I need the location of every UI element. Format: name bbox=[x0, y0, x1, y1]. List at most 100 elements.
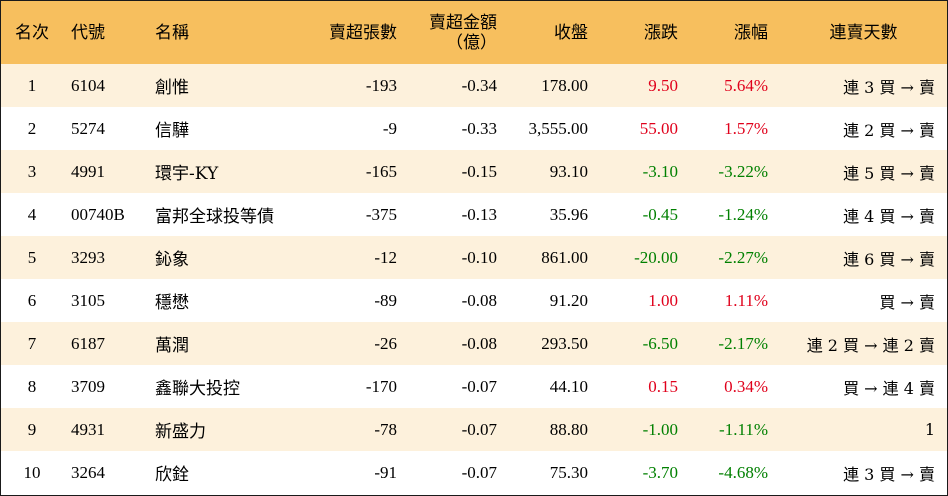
table-row[interactable]: 7 6187 萬潤 -26 -0.08 293.50 -6.50 -2.17% … bbox=[1, 322, 947, 365]
cell-rank: 5 bbox=[27, 247, 37, 267]
cell-streak: 1 bbox=[924, 420, 935, 439]
cell-change-pct: -1.11% bbox=[719, 419, 768, 439]
header-net-sell-amount[interactable]: 賣超金額 （億） bbox=[409, 1, 509, 64]
cell-rank: 3 bbox=[27, 161, 37, 181]
header-close[interactable]: 收盤 bbox=[554, 22, 588, 43]
header-net-sell-lots[interactable]: 賣超張數 bbox=[329, 22, 397, 43]
cell-close: 75.30 bbox=[549, 462, 588, 482]
header-code[interactable]: 代號 bbox=[71, 22, 105, 43]
table-row[interactable]: 10 3264 欣銓 -91 -0.07 75.30 -3.70 -4.68% … bbox=[1, 451, 947, 494]
cell-code[interactable]: 3709 bbox=[71, 376, 105, 396]
cell-change: -20.00 bbox=[634, 247, 678, 267]
cell-code[interactable]: 4931 bbox=[71, 419, 105, 439]
table-row[interactable]: 1 6104 創惟 -193 -0.34 178.00 9.50 5.64% 連… bbox=[1, 64, 947, 107]
cell-net-sell-lots: -9 bbox=[382, 118, 397, 138]
cell-code[interactable]: 6187 bbox=[71, 333, 105, 353]
cell-name[interactable]: 鑫聯大投控 bbox=[155, 379, 240, 399]
cell-change-pct: -2.17% bbox=[718, 333, 768, 353]
cell-change-pct: -3.22% bbox=[718, 161, 768, 181]
cell-rank: 6 bbox=[27, 290, 37, 310]
cell-net-sell-amount: -0.13 bbox=[461, 204, 497, 224]
cell-name[interactable]: 創惟 bbox=[155, 78, 189, 98]
cell-code[interactable]: 4991 bbox=[71, 161, 105, 181]
cell-name[interactable]: 萬潤 bbox=[155, 336, 189, 356]
table-row[interactable]: 8 3709 鑫聯大投控 -170 -0.07 44.10 0.15 0.34%… bbox=[1, 365, 947, 408]
cell-close: 178.00 bbox=[541, 75, 588, 95]
cell-streak: 連 5 買 → 賣 bbox=[843, 163, 935, 183]
cell-net-sell-amount: -0.33 bbox=[461, 118, 497, 138]
cell-net-sell-lots: -78 bbox=[374, 419, 397, 439]
cell-net-sell-amount: -0.07 bbox=[461, 462, 497, 482]
cell-name[interactable]: 穩懋 bbox=[155, 293, 189, 313]
header-streak[interactable]: 連賣天數 bbox=[829, 22, 898, 43]
cell-net-sell-lots: -89 bbox=[374, 290, 397, 310]
table-row[interactable]: 9 4931 新盛力 -78 -0.07 88.80 -1.00 -1.11% … bbox=[1, 408, 947, 451]
table-row[interactable]: 6 3105 穩懋 -89 -0.08 91.20 1.00 1.11% 買 →… bbox=[1, 279, 947, 322]
cell-rank: 4 bbox=[27, 204, 37, 224]
cell-change-pct: 1.57% bbox=[724, 118, 768, 138]
cell-net-sell-amount: -0.15 bbox=[461, 161, 497, 181]
cell-change: -3.70 bbox=[642, 462, 678, 482]
cell-change: 55.00 bbox=[639, 118, 678, 138]
header-change-pct[interactable]: 漲幅 bbox=[734, 22, 768, 43]
cell-rank: 7 bbox=[27, 333, 37, 353]
table-row[interactable]: 4 00740B 富邦全球投等債 -375 -0.13 35.96 -0.45 … bbox=[1, 193, 947, 236]
cell-net-sell-amount: -0.10 bbox=[461, 247, 497, 267]
cell-close: 44.10 bbox=[549, 376, 588, 396]
cell-net-sell-lots: -26 bbox=[374, 333, 397, 353]
cell-close: 861.00 bbox=[541, 247, 588, 267]
cell-close: 93.10 bbox=[549, 161, 588, 181]
cell-change-pct: 5.64% bbox=[724, 75, 768, 95]
cell-code[interactable]: 3105 bbox=[71, 290, 105, 310]
table-body: 1 6104 創惟 -193 -0.34 178.00 9.50 5.64% 連… bbox=[1, 64, 947, 494]
cell-rank: 2 bbox=[27, 118, 37, 138]
cell-streak: 買 → 賣 bbox=[879, 292, 935, 312]
cell-change: -3.10 bbox=[642, 161, 678, 181]
cell-code[interactable]: 5274 bbox=[71, 118, 105, 138]
cell-change: 0.15 bbox=[648, 376, 678, 396]
cell-net-sell-lots: -12 bbox=[374, 247, 397, 267]
cell-change: -6.50 bbox=[642, 333, 678, 353]
header-name[interactable]: 名稱 bbox=[155, 22, 189, 43]
cell-net-sell-amount: -0.08 bbox=[461, 333, 497, 353]
cell-close: 91.20 bbox=[549, 290, 588, 310]
cell-close: 35.96 bbox=[549, 204, 588, 224]
table-row[interactable]: 5 3293 鈊象 -12 -0.10 861.00 -20.00 -2.27%… bbox=[1, 236, 947, 279]
cell-rank: 8 bbox=[27, 376, 37, 396]
cell-net-sell-lots: -375 bbox=[365, 204, 397, 224]
cell-rank: 1 bbox=[27, 75, 37, 95]
header-net-sell-amount-line1: 賣超金額 bbox=[429, 12, 497, 33]
cell-net-sell-lots: -165 bbox=[365, 161, 397, 181]
cell-code[interactable]: 6104 bbox=[71, 75, 105, 95]
cell-streak: 連 4 買 → 賣 bbox=[843, 206, 935, 226]
header-change[interactable]: 漲跌 bbox=[644, 22, 678, 43]
cell-close: 3,555.00 bbox=[528, 118, 589, 138]
cell-code[interactable]: 3293 bbox=[71, 247, 105, 267]
cell-code[interactable]: 3264 bbox=[71, 462, 105, 482]
cell-name[interactable]: 新盛力 bbox=[155, 422, 206, 442]
cell-name[interactable]: 環宇-KY bbox=[155, 164, 219, 184]
cell-net-sell-lots: -91 bbox=[374, 462, 397, 482]
cell-change-pct: -2.27% bbox=[718, 247, 768, 267]
cell-change-pct: 0.34% bbox=[724, 376, 768, 396]
cell-change-pct: -1.24% bbox=[718, 204, 768, 224]
cell-name[interactable]: 鈊象 bbox=[155, 250, 189, 270]
cell-rank: 9 bbox=[27, 419, 37, 439]
cell-net-sell-amount: -0.07 bbox=[461, 376, 497, 396]
header-rank[interactable]: 名次 bbox=[15, 22, 49, 43]
table-row[interactable]: 3 4991 環宇-KY -165 -0.15 93.10 -3.10 -3.2… bbox=[1, 150, 947, 193]
cell-streak: 連 3 買 → 賣 bbox=[843, 77, 935, 97]
cell-close: 88.80 bbox=[549, 419, 588, 439]
cell-change: -0.45 bbox=[642, 204, 678, 224]
cell-name[interactable]: 欣銓 bbox=[155, 465, 189, 485]
cell-net-sell-amount: -0.07 bbox=[461, 419, 497, 439]
cell-name[interactable]: 信驊 bbox=[155, 121, 189, 141]
cell-name[interactable]: 富邦全球投等債 bbox=[155, 207, 274, 227]
cell-code[interactable]: 00740B bbox=[71, 204, 125, 224]
cell-net-sell-amount: -0.34 bbox=[461, 75, 497, 95]
table-row[interactable]: 2 5274 信驊 -9 -0.33 3,555.00 55.00 1.57% … bbox=[1, 107, 947, 150]
cell-streak: 連 6 買 → 賣 bbox=[843, 249, 935, 269]
cell-change: 9.50 bbox=[648, 75, 678, 95]
cell-change: -1.00 bbox=[642, 419, 678, 439]
